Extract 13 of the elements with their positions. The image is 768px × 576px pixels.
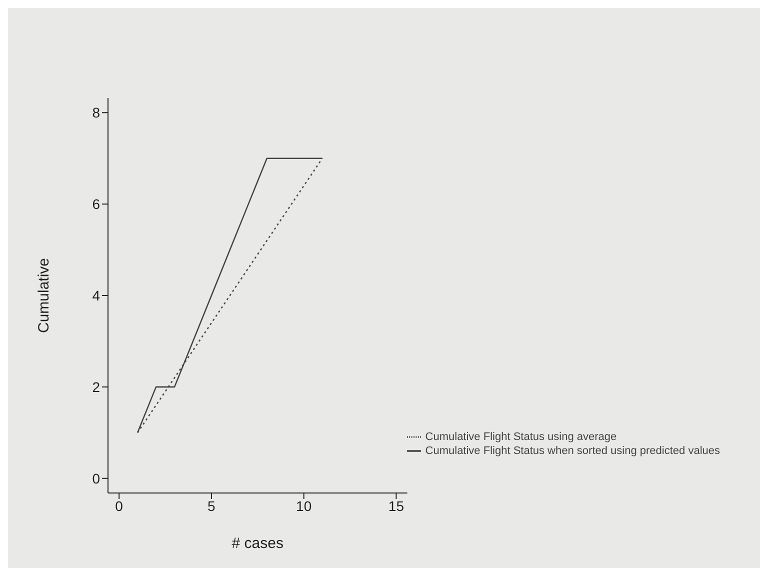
x-axis-title: # cases [232,535,284,552]
y-tick-label: 0 [92,470,100,486]
y-tick-label: 2 [92,378,100,395]
legend-label: Cumulative Flight Status when sorted using predicted values [425,444,720,457]
y-axis-title: Cumulative [35,258,52,334]
x-tick-label: 5 [208,498,216,514]
legend-label: Cumulative Flight Status using average [425,430,617,443]
y-tick-label: 6 [92,196,100,212]
y-tick-label: 8 [92,104,100,121]
x-tick-label: 10 [296,498,312,514]
x-tick-label: 0 [115,498,124,514]
y-tick-label: 4 [92,287,100,304]
x-tick-label: 15 [388,498,404,514]
